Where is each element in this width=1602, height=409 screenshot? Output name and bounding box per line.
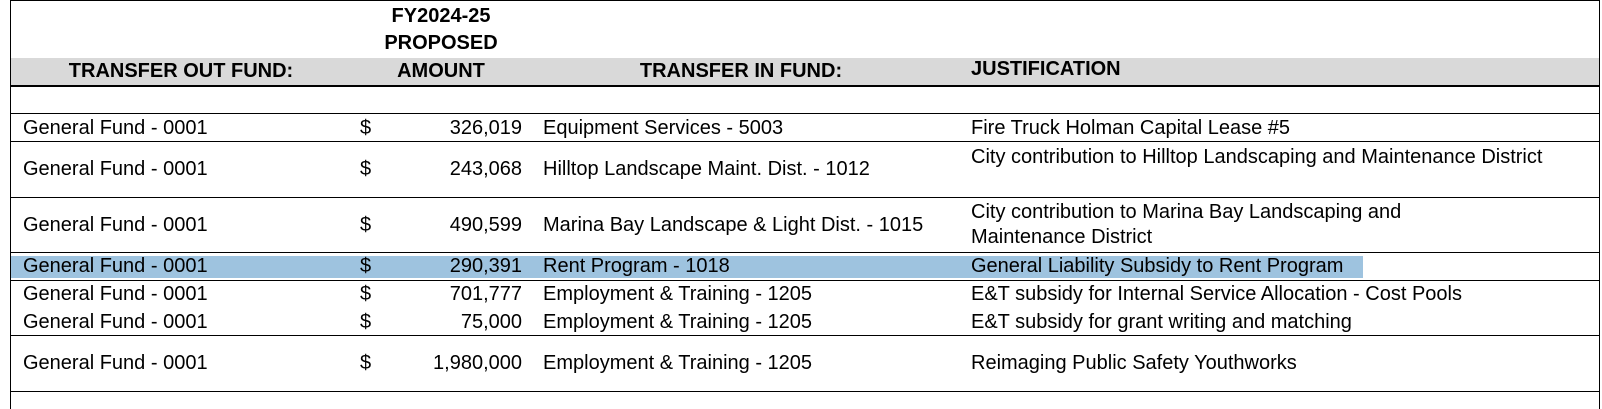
row-divider	[11, 113, 1599, 114]
dollar-sign: $	[360, 311, 372, 333]
transfer-in-cell: Marina Bay Landscape & Light Dist. - 101…	[543, 214, 924, 236]
transfer-in-cell: Equipment Services - 5003	[543, 117, 784, 139]
dollar-sign: $	[360, 352, 372, 374]
row-divider	[11, 280, 1599, 281]
table-row[interactable]: General Fund - 0001 $ 243,068 Hilltop La…	[11, 142, 1599, 197]
dollar-sign: $	[360, 255, 372, 277]
header-transfer-in: TRANSFER IN FUND:	[639, 60, 843, 82]
dollar-sign: $	[360, 214, 372, 236]
row-divider	[11, 391, 1599, 392]
transfer-out-cell: General Fund - 0001	[23, 117, 208, 139]
justification-cell: E&T subsidy for grant writing and matchi…	[971, 311, 1352, 333]
header-band	[11, 58, 1599, 85]
transfer-in-cell: Employment & Training - 1205	[543, 311, 813, 333]
table-row-selected[interactable]: General Fund - 0001 $ 290,391 Rent Progr…	[11, 255, 1599, 278]
amount-cell: 75,000	[460, 311, 522, 333]
dollar-sign: $	[360, 283, 372, 305]
justification-cell: City contribution to Marina Bay Landscap…	[971, 201, 1402, 248]
justification-cell: General Liability Subsidy to Rent Progra…	[971, 255, 1344, 277]
amount-cell: 701,777	[449, 283, 522, 305]
amount-cell: 1,980,000	[433, 352, 522, 374]
header-rule	[11, 85, 1599, 87]
transfer-in-cell: Hilltop Landscape Maint. Dist. - 1012	[543, 158, 870, 180]
justification-cell: City contribution to Hilltop Landscaping…	[971, 146, 1543, 168]
transfer-out-cell: General Fund - 0001	[23, 283, 208, 305]
transfer-in-cell: Employment & Training - 1205	[543, 283, 813, 305]
row-selection-highlight	[11, 256, 1363, 278]
row-divider	[11, 141, 1599, 142]
header-transfer-out: TRANSFER OUT FUND:	[68, 60, 294, 82]
row-divider	[11, 197, 1599, 198]
header-amount-line2: PROPOSED	[384, 32, 498, 54]
amount-cell: 243,068	[449, 158, 522, 180]
dollar-sign: $	[360, 117, 372, 139]
row-divider	[11, 252, 1599, 253]
header-justification: JUSTIFICATION	[971, 58, 1121, 80]
transfer-in-cell: Employment & Training - 1205	[543, 352, 813, 374]
transfer-out-cell: General Fund - 0001	[23, 214, 208, 236]
dollar-sign: $	[360, 158, 372, 180]
transfer-out-cell: General Fund - 0001	[23, 158, 208, 180]
amount-cell: 290,391	[449, 255, 522, 277]
amount-cell: 490,599	[449, 214, 522, 236]
transfer-out-cell: General Fund - 0001	[23, 255, 208, 277]
table-row[interactable]: General Fund - 0001 $ 490,599 Marina Bay…	[11, 198, 1599, 252]
table-frame	[10, 0, 1600, 409]
amount-cell: 326,019	[449, 117, 522, 139]
table-row[interactable]: General Fund - 0001 $ 1,980,000 Employme…	[11, 336, 1599, 391]
table-row[interactable]: General Fund - 0001 $ 326,019 Equipment …	[11, 114, 1599, 141]
transfer-out-cell: General Fund - 0001	[23, 311, 208, 333]
header-amount-line1: FY2024-25	[391, 5, 491, 27]
transfer-out-cell: General Fund - 0001	[23, 352, 208, 374]
header-amount-line3: AMOUNT	[397, 60, 485, 82]
row-divider	[11, 335, 1599, 336]
justification-cell: Reimaging Public Safety Youthworks	[971, 352, 1297, 374]
justification-cell: E&T subsidy for Internal Service Allocat…	[971, 283, 1462, 305]
transfer-in-cell: Rent Program - 1018	[543, 255, 730, 277]
table-row[interactable]: General Fund - 0001 $ 701,777 Employment…	[11, 281, 1599, 308]
table-row[interactable]: General Fund - 0001 $ 75,000 Employment …	[11, 308, 1599, 335]
justification-cell: Fire Truck Holman Capital Lease #5	[971, 117, 1291, 139]
